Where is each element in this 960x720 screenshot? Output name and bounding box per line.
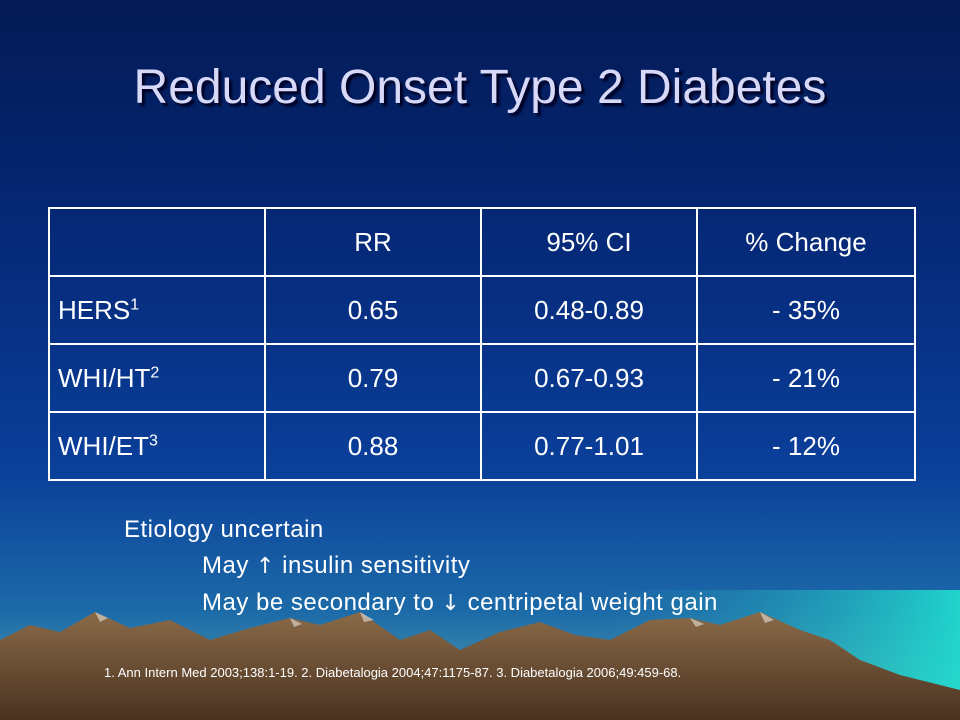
note-text: centripetal weight gain <box>467 589 718 616</box>
note-etiology: Etiology uncertain <box>124 516 324 543</box>
table-row: HERS1 0.65 0.48-0.89 - 35% <box>48 275 916 345</box>
header-cell-ci: 95% CI <box>480 207 698 277</box>
study-name: WHI/HT <box>58 362 151 393</box>
change-cell: - 21% <box>696 343 916 413</box>
reference-number: 3 <box>149 431 158 449</box>
header-cell-empty <box>48 207 266 277</box>
ci-cell: 0.77-1.01 <box>480 411 698 481</box>
table-row: WHI/HT2 0.79 0.67-0.93 - 21% <box>48 343 916 413</box>
reference-number: 2 <box>150 363 160 381</box>
note-text: May <box>202 552 249 579</box>
note-text: May be secondary to <box>202 589 435 616</box>
rr-cell: 0.88 <box>264 411 482 481</box>
up-arrow-icon: ↑ <box>256 554 275 579</box>
note-text: insulin sensitivity <box>282 552 471 579</box>
header-cell-change: % Change <box>696 207 916 277</box>
change-cell: - 12% <box>696 411 916 481</box>
row-label: WHI/ET3 <box>48 411 266 481</box>
study-name: WHI/ET <box>58 430 149 461</box>
mountain-range <box>0 612 960 720</box>
row-label: WHI/HT2 <box>48 343 266 413</box>
slide-title: Reduced Onset Type 2 Diabetes <box>133 61 827 114</box>
rr-cell: 0.79 <box>264 343 482 413</box>
rr-cell: 0.65 <box>264 275 482 345</box>
ci-cell: 0.48-0.89 <box>480 275 698 345</box>
table-row: WHI/ET3 0.88 0.77-1.01 - 12% <box>48 411 916 481</box>
ci-cell: 0.67-0.93 <box>480 343 698 413</box>
row-label: HERS1 <box>48 275 266 345</box>
table-header-row: RR 95% CI % Change <box>48 207 916 277</box>
results-table: RR 95% CI % Change HERS1 0.65 0.48-0.89 … <box>48 207 916 481</box>
down-arrow-icon: ↓ <box>441 591 461 616</box>
notes-block: Etiology uncertain May ↑ insulin sensiti… <box>124 512 718 622</box>
study-name: HERS <box>58 294 131 325</box>
note-weight-gain: May be secondary to ↓ centripetal weight… <box>124 585 718 622</box>
header-cell-rr: RR <box>264 207 482 277</box>
change-cell: - 35% <box>696 275 916 345</box>
references-footnote: 1. Ann Intern Med 2003;138:1-19. 2. Diab… <box>104 665 682 680</box>
note-insulin-sensitivity: May ↑ insulin sensitivity <box>124 548 718 585</box>
reference-number: 1 <box>130 295 140 313</box>
